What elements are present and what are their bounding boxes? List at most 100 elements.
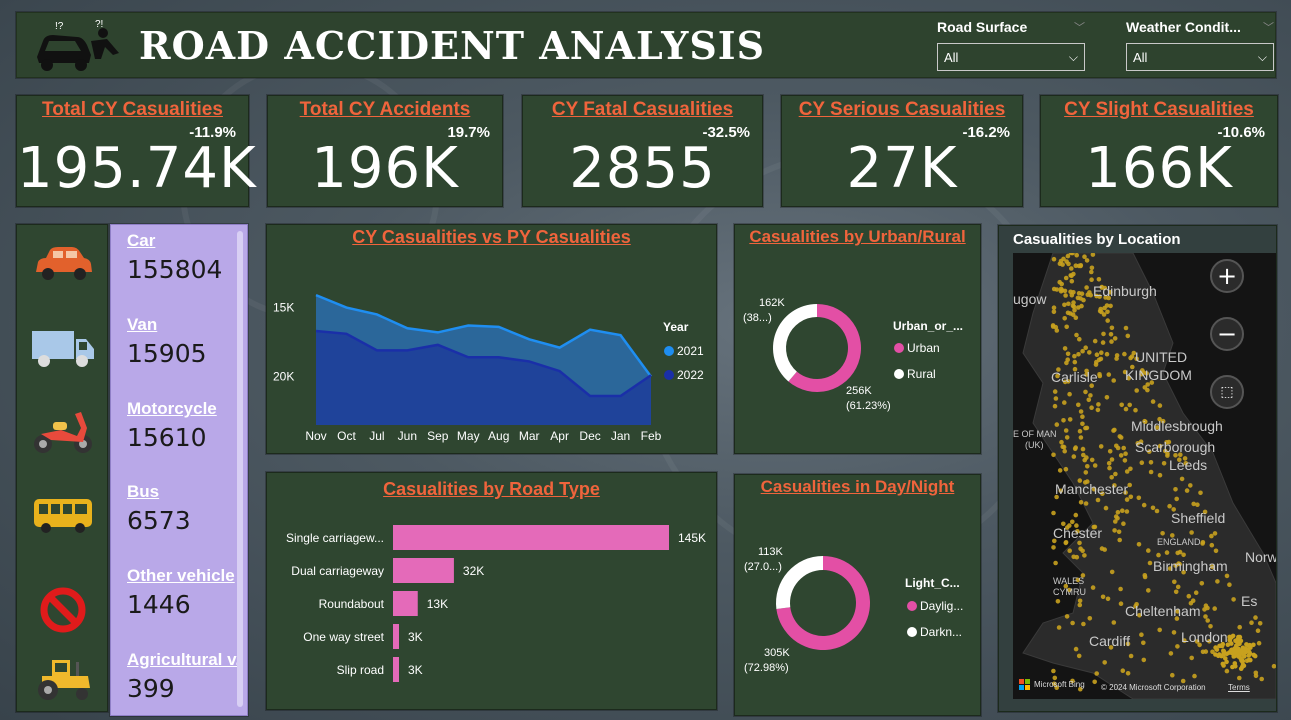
map-point[interactable] [1109, 457, 1115, 462]
map-point[interactable] [1155, 425, 1160, 430]
urban-rural-chart-card[interactable]: Casualities by Urban/Rural 162K (38...) … [734, 224, 981, 454]
map-point[interactable] [1072, 353, 1077, 359]
map-point[interactable] [1208, 624, 1213, 629]
map-point[interactable] [1070, 620, 1075, 626]
map-point[interactable] [1089, 405, 1094, 410]
map-point[interactable] [1113, 519, 1118, 524]
map-point[interactable] [1060, 262, 1065, 267]
map-point[interactable] [1165, 453, 1170, 458]
map-point[interactable] [1134, 388, 1139, 393]
map-point[interactable] [1248, 657, 1253, 663]
map-point[interactable] [1078, 686, 1083, 692]
kpi-card-total-accidents[interactable]: Total CY Accidents 19.7% 196K [267, 95, 503, 207]
map-point[interactable] [1154, 508, 1160, 514]
map-point[interactable] [1118, 453, 1124, 458]
map-point[interactable] [1063, 275, 1069, 281]
map-point[interactable] [1061, 521, 1066, 527]
map-point[interactable] [1089, 383, 1094, 388]
map-point[interactable] [1157, 472, 1163, 478]
zoom-in-button[interactable]: + [1210, 259, 1244, 293]
map-point[interactable] [1236, 647, 1242, 653]
map-point[interactable] [1062, 400, 1067, 405]
map-point[interactable] [1087, 350, 1092, 355]
map-point[interactable] [1230, 633, 1236, 639]
map-point[interactable] [1063, 583, 1069, 589]
map-point[interactable] [1112, 528, 1117, 533]
map-point[interactable] [1061, 418, 1066, 423]
map-point[interactable] [1065, 253, 1071, 259]
map-point[interactable] [1051, 510, 1056, 516]
map-point[interactable] [1170, 672, 1175, 678]
map-point[interactable] [1129, 354, 1135, 359]
map-point[interactable] [1128, 653, 1134, 659]
map-point[interactable] [1246, 653, 1251, 658]
map-point[interactable] [1056, 625, 1062, 630]
map-point[interactable] [1079, 291, 1085, 296]
map-point[interactable] [1108, 332, 1114, 337]
map-point[interactable] [1105, 596, 1111, 602]
map-point[interactable] [1067, 391, 1072, 397]
map-point[interactable] [1150, 505, 1156, 511]
map-point[interactable] [1064, 324, 1069, 330]
map-point[interactable] [1083, 480, 1088, 485]
map-point[interactable] [1219, 653, 1224, 659]
kpi-card-slight-casualities[interactable]: CY Slight Casualities -10.6% 166K [1040, 95, 1278, 207]
map-point[interactable] [1108, 290, 1113, 295]
vehicle-list-scrollbar[interactable] [237, 231, 243, 707]
map-point[interactable] [1075, 529, 1080, 534]
map-point[interactable] [1177, 457, 1182, 462]
map-point[interactable] [1124, 509, 1130, 514]
map-point[interactable] [1134, 356, 1139, 362]
map-point[interactable] [1112, 336, 1118, 341]
map-point[interactable] [1107, 465, 1112, 471]
map-point[interactable] [1128, 494, 1134, 500]
map-point[interactable] [1231, 597, 1236, 602]
map-point[interactable] [1094, 352, 1100, 357]
day-night-donut-chart[interactable]: 113K (27.0...) 305K (72.98%) Light_C... … [735, 503, 980, 715]
map-point[interactable] [1057, 468, 1063, 473]
map-point[interactable] [1174, 496, 1179, 502]
map-point[interactable] [1232, 650, 1238, 655]
map-point[interactable] [1170, 533, 1175, 538]
map-point[interactable] [1224, 659, 1229, 665]
map-point[interactable] [1157, 443, 1163, 449]
map-point[interactable] [1148, 469, 1154, 475]
road-surface-dropdown[interactable]: All ⌵ [937, 43, 1085, 71]
map-point[interactable] [1084, 455, 1089, 460]
map-point[interactable] [1109, 569, 1115, 575]
map-point[interactable] [1106, 295, 1111, 301]
map-point[interactable] [1104, 303, 1110, 308]
map-point[interactable] [1210, 564, 1215, 570]
map-point[interactable] [1167, 566, 1173, 571]
map-point[interactable] [1255, 628, 1261, 633]
map-point[interactable] [1128, 466, 1133, 472]
map-point[interactable] [1180, 678, 1186, 684]
map-point[interactable] [1123, 406, 1129, 412]
map-point[interactable] [1173, 487, 1178, 492]
map-point[interactable] [1178, 452, 1183, 457]
map-point[interactable] [1195, 502, 1200, 507]
map-point[interactable] [1142, 574, 1148, 580]
map-point[interactable] [1168, 651, 1174, 656]
map-point[interactable] [1078, 500, 1084, 505]
map-point[interactable] [1092, 679, 1097, 685]
map-point[interactable] [1071, 454, 1077, 459]
map-point[interactable] [1141, 640, 1146, 646]
map-point[interactable] [1058, 286, 1064, 292]
map-point[interactable] [1239, 658, 1245, 663]
map-point[interactable] [1082, 553, 1087, 558]
select-area-button[interactable]: ⬚ [1210, 375, 1244, 409]
zoom-out-button[interactable]: − [1210, 317, 1244, 351]
map-point[interactable] [1051, 452, 1056, 458]
map-point[interactable] [1083, 389, 1088, 395]
map-point[interactable] [1121, 521, 1126, 526]
map-point[interactable] [1244, 642, 1249, 647]
map-point[interactable] [1057, 279, 1062, 285]
kpi-title[interactable]: CY Fatal Casualities [551, 99, 734, 120]
map-point[interactable] [1058, 258, 1064, 264]
map-point[interactable] [1084, 368, 1089, 374]
map-point[interactable] [1137, 613, 1142, 618]
map-point[interactable] [1108, 303, 1113, 309]
map-point[interactable] [1220, 661, 1226, 667]
map-point[interactable] [1084, 372, 1089, 377]
